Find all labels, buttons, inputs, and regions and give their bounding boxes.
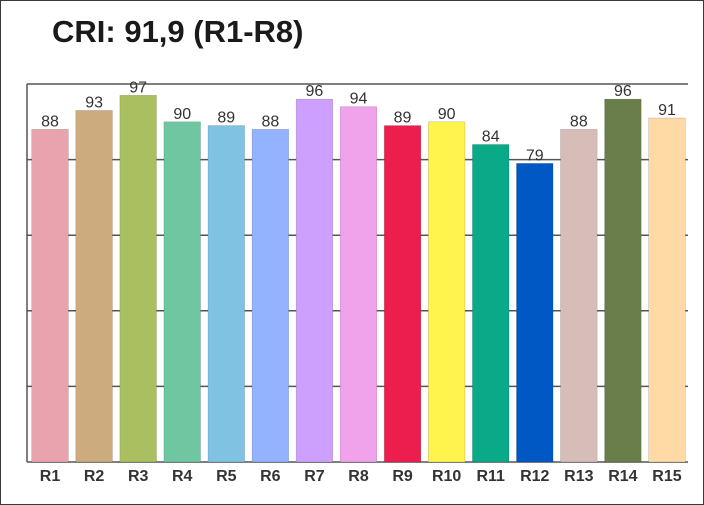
- category-label-r13: R13: [564, 468, 593, 485]
- category-labels: R1 R2 R3 R4 R5 R6 R7 R8 R9 R10 R11 R12 R13 R14 R15: [40, 468, 682, 485]
- value-label-r6: 88: [261, 113, 279, 130]
- value-label-r12: 79: [526, 147, 544, 164]
- bar-r7: [295, 98, 333, 463]
- category-label-r5: R5: [216, 468, 237, 485]
- category-label-r4: R4: [172, 468, 193, 485]
- bar-r5: [207, 125, 245, 463]
- bar-r2: [75, 110, 113, 463]
- category-label-r3: R3: [128, 468, 149, 485]
- value-labels: 88 93 97 90 89 88 96 94 89 90 84 79 88 96 91: [41, 79, 676, 164]
- value-label-r9: 89: [394, 110, 412, 127]
- value-label-r1: 88: [41, 113, 59, 130]
- value-label-r15: 91: [658, 102, 676, 119]
- category-label-r2: R2: [84, 468, 105, 485]
- category-label-r12: R12: [520, 468, 549, 485]
- value-label-r5: 89: [217, 110, 235, 127]
- bar-r6: [251, 129, 289, 463]
- bar-r8: [339, 106, 378, 463]
- chart-title: CRI: 91,9 (R1-R8): [52, 14, 304, 49]
- bar-r4: [163, 121, 201, 463]
- category-label-r9: R9: [392, 468, 413, 485]
- value-label-r8: 94: [350, 91, 368, 108]
- bar-r11: [472, 144, 510, 463]
- bar-r15: [648, 117, 686, 463]
- value-label-r4: 90: [173, 106, 191, 123]
- category-label-r14: R14: [608, 468, 637, 485]
- bar-r1: [31, 129, 69, 463]
- bar-r9: [384, 125, 422, 463]
- bar-r10: [428, 121, 466, 463]
- bars: [31, 95, 686, 463]
- value-label-r7: 96: [306, 83, 324, 100]
- category-label-r7: R7: [304, 468, 325, 485]
- value-label-r2: 93: [85, 94, 103, 111]
- value-label-r13: 88: [570, 113, 588, 130]
- category-label-r15: R15: [652, 468, 681, 485]
- value-label-r11: 84: [482, 128, 500, 145]
- bar-r13: [560, 129, 598, 463]
- category-label-r6: R6: [260, 468, 281, 485]
- value-label-r3: 97: [129, 79, 147, 96]
- bar-r3: [119, 95, 157, 463]
- bar-r12: [516, 163, 554, 463]
- category-label-r8: R8: [348, 468, 369, 485]
- bar-r14: [604, 98, 642, 463]
- value-label-r14: 96: [614, 83, 632, 100]
- value-label-r10: 90: [438, 106, 456, 123]
- category-label-r11: R11: [476, 468, 505, 485]
- category-label-r1: R1: [40, 468, 61, 485]
- category-label-r10: R10: [432, 468, 461, 485]
